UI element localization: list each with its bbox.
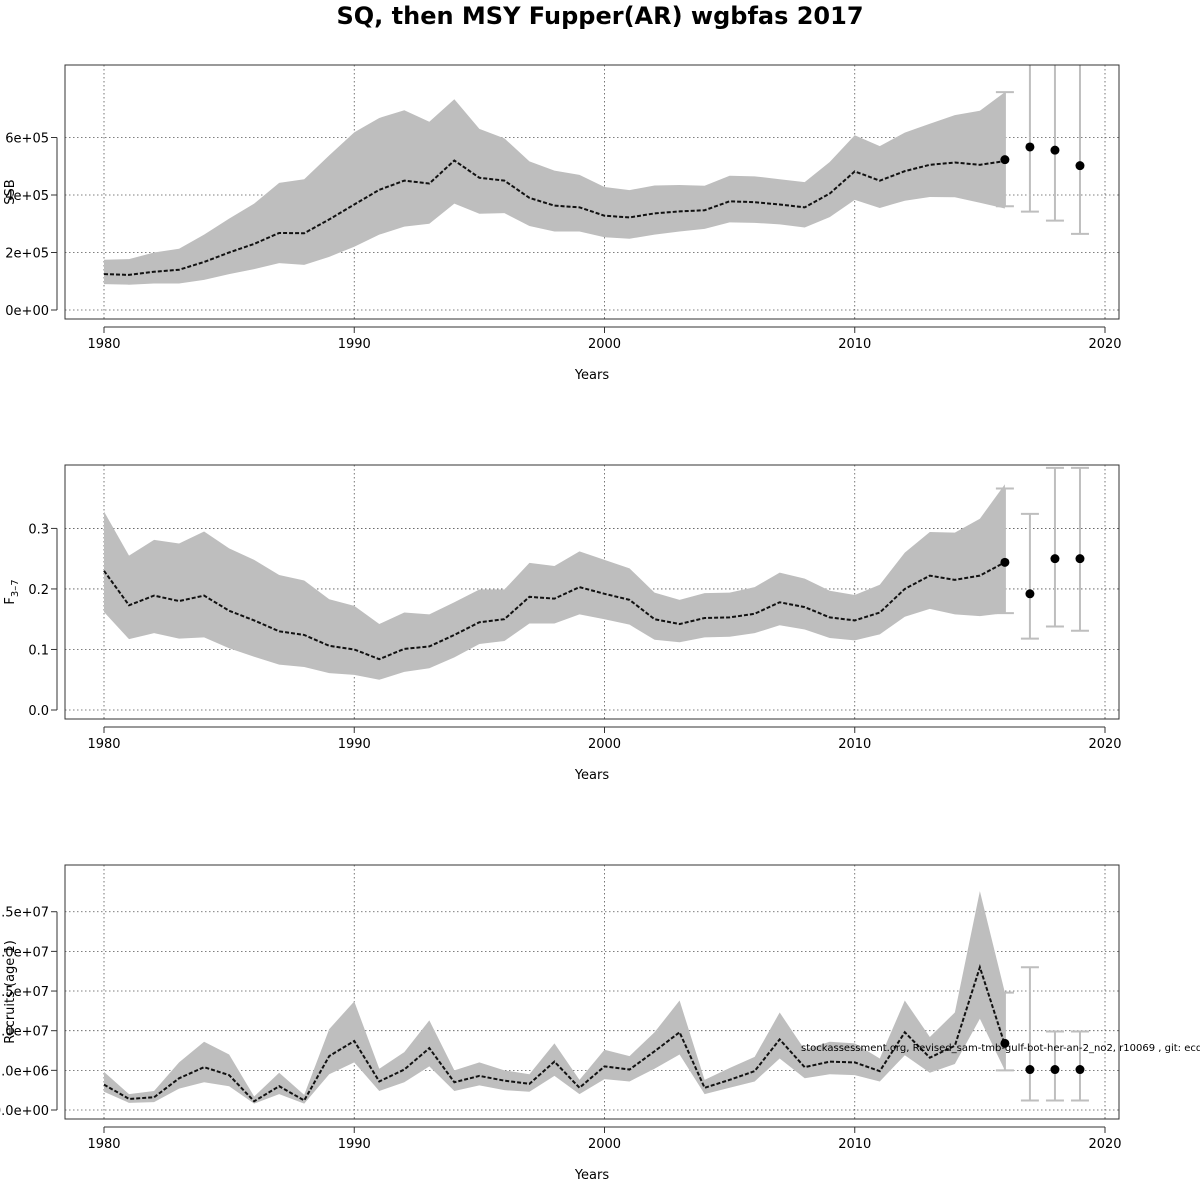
- confidence-band: [104, 484, 1005, 680]
- ssb-panel: 1980 1990 2000 2010 2020 Years 0e+00 2e+05 4e+05…: [3, 64, 1122, 383]
- y-tick-label: 1.0e+07: [0, 1025, 49, 1040]
- x-tick-label: 1990: [338, 337, 371, 352]
- x-tick-label: 2010: [838, 1137, 871, 1152]
- y-tick-label: 0.2: [28, 583, 49, 598]
- x-tick-label: 1980: [87, 737, 120, 752]
- fishing-mortality-panel: 1980 1990 2000 2010 2020 Years 0.0 0.1 0.2 0.3 F3–…: [3, 464, 1122, 783]
- y-tick-label: 1.5e+07: [0, 985, 49, 1000]
- forecast-point: [1050, 145, 1060, 155]
- forecast-point: [1025, 142, 1035, 152]
- forecast-point: [1050, 1065, 1060, 1075]
- y-axis-label: SSB: [3, 179, 18, 204]
- x-tick-label: 2000: [588, 737, 621, 752]
- estimate-line: [103, 159, 1006, 276]
- confidence-band: [104, 891, 1005, 1104]
- estimate-line: [103, 561, 1006, 661]
- x-tick-label: 2010: [838, 337, 871, 352]
- y-tick-label: 2.0e+07: [0, 945, 49, 960]
- x-axis-label: Years: [574, 768, 610, 783]
- recruits-panel: 1980 1990 2000 2010 2020 Years 0.0e+00 5.0e+06 1…: [0, 864, 1122, 1183]
- y-axis-label: Recruits (age 1): [3, 940, 18, 1044]
- forecast-point: [1050, 554, 1060, 564]
- forecast-point: [1075, 161, 1085, 171]
- plot-frame: [64, 864, 1120, 1120]
- plot-frame: [64, 64, 1120, 320]
- plot-frame: [64, 464, 1120, 720]
- y-tick-label: 0.0: [28, 704, 49, 719]
- forecast-point: [1000, 155, 1010, 165]
- y-tick-label: 5.0e+06: [0, 1064, 49, 1079]
- estimate-line: [103, 963, 1006, 1103]
- forecast-point: [1075, 1065, 1085, 1075]
- x-tick-label: 1990: [338, 1137, 371, 1152]
- footnote: stockassessment.org, Revised_sam-tmb-gul…: [801, 1043, 1200, 1054]
- data-layer: [103, 466, 1089, 680]
- y-tick-label: 4e+05: [5, 189, 49, 204]
- y-tick-label: 0.3: [28, 522, 49, 537]
- y-tick-label: 0.1: [28, 643, 49, 658]
- data-layer: [103, 891, 1089, 1104]
- y-axis-label: F3–7: [3, 579, 21, 604]
- x-tick-label: 2000: [588, 337, 621, 352]
- y-tick-label: 0.0e+00: [0, 1104, 49, 1119]
- y-tick-label: 6e+05: [5, 132, 49, 147]
- forecast-point: [1025, 1065, 1035, 1075]
- confidence-band: [104, 92, 1005, 285]
- y-tick-label: 2e+05: [5, 247, 49, 262]
- y-tick-label: 0e+00: [5, 304, 49, 319]
- data-layer: [103, 65, 1089, 285]
- forecast-point: [1000, 557, 1010, 567]
- x-axis-label: Years: [574, 1168, 610, 1183]
- x-tick-label: 1990: [338, 737, 371, 752]
- forecast-point: [1025, 589, 1035, 599]
- x-tick-label: 1980: [87, 337, 120, 352]
- forecast-point: [1000, 1038, 1010, 1048]
- forecast-point: [1075, 554, 1085, 564]
- x-tick-label: 2010: [838, 737, 871, 752]
- x-tick-label: 2020: [1088, 1137, 1121, 1152]
- x-tick-label: 2020: [1088, 737, 1121, 752]
- chart-title: SQ, then MSY Fupper(AR) wgbfas 2017: [336, 2, 863, 30]
- x-tick-label: 2020: [1088, 337, 1121, 352]
- x-axis-label: Years: [574, 368, 610, 383]
- y-tick-label: 2.5e+07: [0, 906, 49, 921]
- x-tick-label: 2000: [588, 1137, 621, 1152]
- x-tick-label: 1980: [87, 1137, 120, 1152]
